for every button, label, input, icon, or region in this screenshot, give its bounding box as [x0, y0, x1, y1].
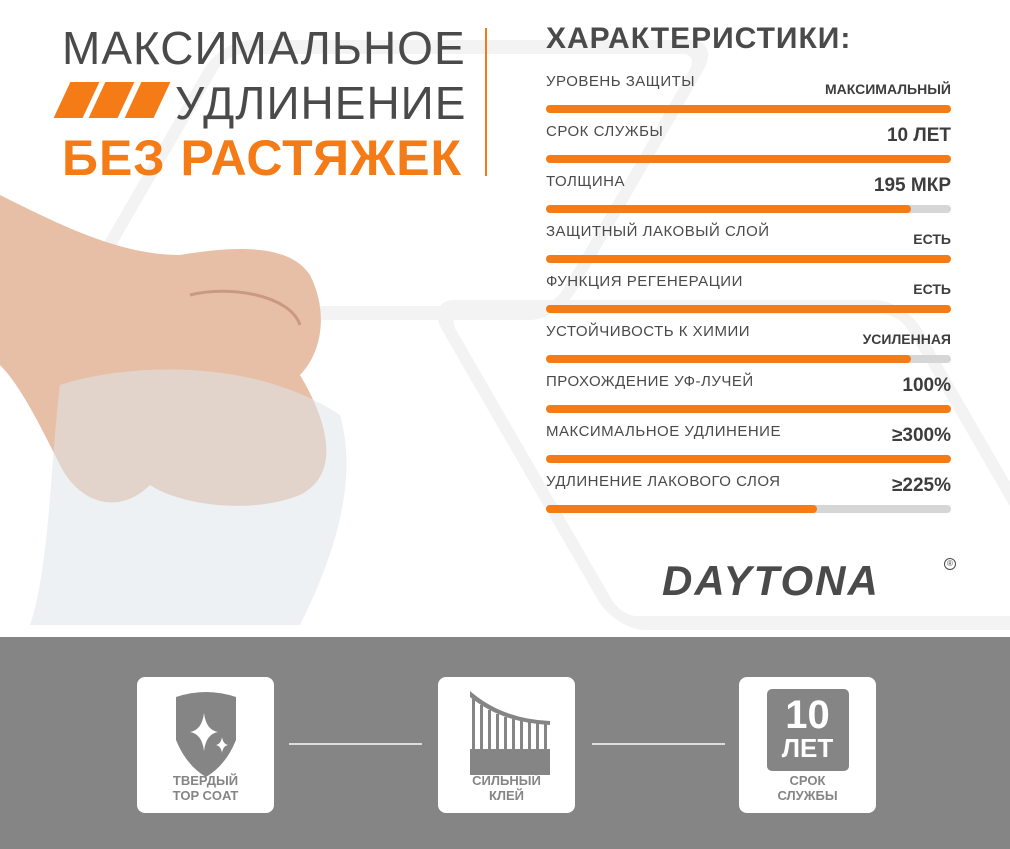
spec-label: ФУНКЦИЯ РЕГЕНЕРАЦИИ	[546, 273, 743, 290]
headline-line-3: БЕЗ РАСТЯЖЕК	[62, 130, 463, 186]
spec-level-bar	[546, 455, 951, 463]
spec-value: 195 МКР	[873, 175, 951, 196]
feature-caption: КЛЕЙ	[488, 788, 525, 803]
spec-label: МАКСИМАЛЬНОЕ УДЛИНЕНИЕ	[546, 423, 781, 440]
spec-level-bar	[546, 155, 951, 163]
spec-row: УРОВЕНЬ ЗАЩИТЫ МАКСИМАЛЬНЫЙ	[546, 73, 951, 113]
spec-label: УСТОЙЧИВОСТЬ К ХИМИИ	[546, 323, 751, 340]
spec-row: СРОК СЛУЖБЫ 10 ЛЕТ	[546, 123, 951, 163]
spec-level-fill	[546, 355, 911, 363]
registered-mark: ®	[944, 558, 956, 570]
spec-level-fill	[546, 405, 951, 413]
divider	[592, 743, 725, 745]
hand-stretching-film-image	[0, 195, 347, 625]
spec-label: ЗАЩИТНЫЙ ЛАКОВЫЙ СЛОЙ	[546, 223, 770, 240]
spec-level-fill	[546, 505, 818, 513]
brand-logo: DAYTONA	[662, 557, 880, 605]
spec-label: СРОК СЛУЖБЫ	[546, 123, 664, 140]
divider	[289, 743, 422, 745]
spec-level-bar	[546, 105, 951, 113]
spec-label: УДЛИНЕНИЕ ЛАКОВОГО СЛОЯ	[546, 473, 781, 490]
feature-caption: СИЛЬНЫЙ	[472, 773, 541, 788]
spec-value: ≥300%	[891, 425, 951, 446]
spec-label: ПРОХОЖДЕНИЕ УФ-ЛУЧЕЙ	[546, 373, 754, 390]
spec-level-fill	[546, 155, 951, 163]
headline-line-2: УДЛИНЕНИЕ	[175, 77, 467, 129]
feature-caption: TOP COAT	[172, 788, 239, 803]
spec-row: ПРОХОЖДЕНИЕ УФ-ЛУЧЕЙ 100%	[546, 373, 951, 413]
spec-level-fill	[546, 205, 911, 213]
spec-label: ТОЛЩИНА	[546, 173, 626, 190]
feature-caption: ТВЕРДЫЙ	[172, 773, 239, 788]
spec-value: ЕСТЬ	[913, 231, 951, 247]
spec-row: УДЛИНЕНИЕ ЛАКОВОГО СЛОЯ ≥225%	[546, 473, 951, 513]
spec-value: ЕСТЬ	[913, 281, 951, 297]
badge-number: 10	[785, 693, 830, 737]
spec-value: ≥225%	[891, 475, 951, 496]
spec-level-fill	[546, 255, 951, 263]
spec-row: ТОЛЩИНА 195 МКР	[546, 173, 951, 213]
divider	[485, 28, 487, 176]
spec-level-bar	[546, 205, 951, 213]
stripes-logo-icon	[53, 82, 171, 118]
spec-label: УРОВЕНЬ ЗАЩИТЫ	[546, 73, 696, 90]
glue-bridge-icon	[469, 691, 550, 775]
spec-value: 100%	[902, 375, 951, 396]
brand-name: DAYTONA	[662, 557, 880, 604]
spec-value: 10 ЛЕТ	[886, 125, 951, 146]
spec-row: ЗАЩИТНЫЙ ЛАКОВЫЙ СЛОЙ ЕСТЬ	[546, 223, 951, 263]
badge-unit: ЛЕТ	[781, 733, 834, 763]
spec-row: МАКСИМАЛЬНОЕ УДЛИНЕНИЕ ≥300%	[546, 423, 951, 463]
spec-level-bar	[546, 505, 951, 513]
feature-caption: СЛУЖБЫ	[777, 788, 838, 803]
spec-value: МАКСИМАЛЬНЫЙ	[824, 81, 951, 97]
feature-card-glue: СИЛЬНЫЙ КЛЕЙ	[438, 677, 575, 813]
spec-row: УСТОЙЧИВОСТЬ К ХИМИИ УСИЛЕННАЯ	[546, 323, 951, 363]
spec-level-bar	[546, 405, 951, 413]
spec-level-bar	[546, 255, 951, 263]
spec-value: УСИЛЕННАЯ	[862, 331, 951, 347]
spec-level-fill	[546, 305, 951, 313]
feature-caption: СРОК	[789, 773, 826, 788]
headline-line-1: МАКСИМАЛЬНОЕ	[62, 22, 466, 74]
spec-level-fill	[546, 455, 951, 463]
ten-years-icon: 10 ЛЕТ	[766, 689, 849, 771]
feature-card-service-life: 10 ЛЕТ СРОК СЛУЖБЫ	[739, 677, 876, 813]
spec-level-fill	[546, 105, 951, 113]
shield-sparkle-icon	[175, 692, 236, 777]
spec-level-bar	[546, 305, 951, 313]
spec-row: ФУНКЦИЯ РЕГЕНЕРАЦИИ ЕСТЬ	[546, 273, 951, 313]
specs-title: ХАРАКТЕРИСТИКИ:	[546, 22, 852, 55]
feature-card-top-coat: ТВЕРДЫЙ TOP COAT	[137, 677, 274, 813]
spec-level-bar	[546, 355, 951, 363]
